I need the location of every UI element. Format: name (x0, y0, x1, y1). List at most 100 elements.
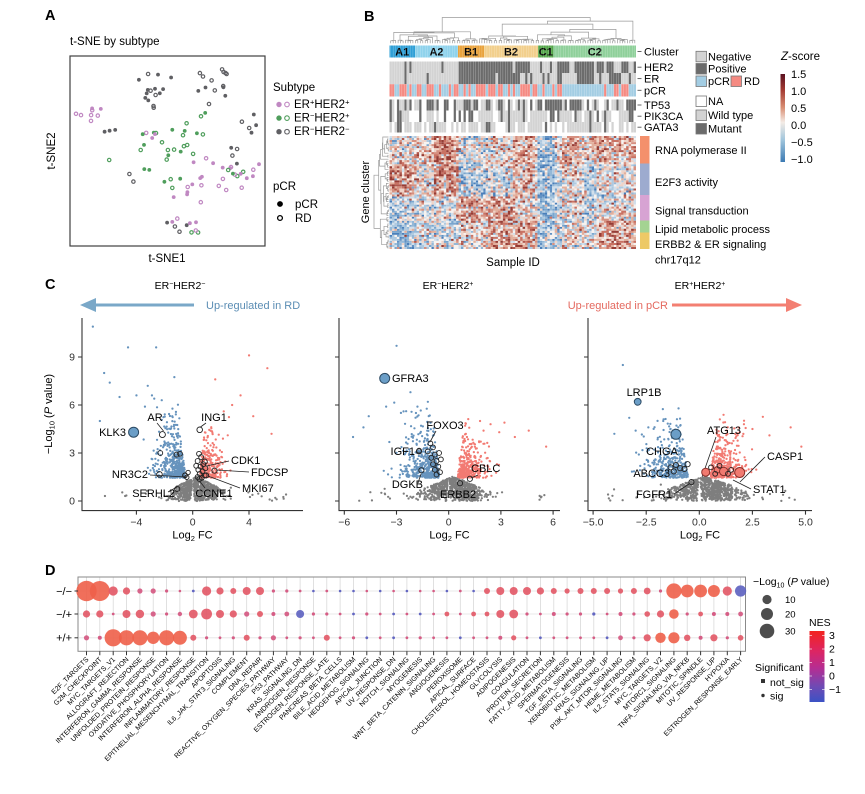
svg-text:Up-regulated in pCR: Up-regulated in pCR (568, 300, 668, 312)
svg-text:−4: −4 (130, 517, 142, 529)
svg-text:Signal transduction: Signal transduction (655, 206, 749, 218)
svg-text:6: 6 (69, 400, 75, 412)
svg-text:sig: sig (770, 691, 784, 703)
svg-text:KLK3: KLK3 (99, 427, 126, 439)
svg-text:Z-score: Z-score (780, 51, 820, 63)
svg-text:ER+HER2+: ER+HER2+ (294, 98, 350, 112)
svg-text:6: 6 (550, 517, 556, 529)
svg-text:Subtype: Subtype (273, 82, 315, 94)
svg-text:CCNE1: CCNE1 (195, 488, 232, 500)
svg-text:Up-regulated in RD: Up-regulated in RD (206, 300, 300, 312)
svg-text:9: 9 (69, 352, 75, 364)
svg-text:SERHL2: SERHL2 (132, 488, 175, 500)
svg-text:t-SNE2: t-SNE2 (46, 132, 58, 169)
svg-text:0: 0 (446, 517, 452, 529)
svg-text:ING1: ING1 (201, 412, 227, 424)
svg-text:FDCSP: FDCSP (251, 467, 288, 479)
svg-text:ER+HER2+: ER+HER2+ (675, 280, 726, 292)
svg-text:−0.5: −0.5 (791, 137, 813, 149)
svg-text:t-SNE1: t-SNE1 (148, 253, 185, 265)
svg-text:chr17q12: chr17q12 (655, 255, 701, 267)
svg-text:pCR: pCR (273, 181, 296, 193)
svg-text:−/−: −/− (56, 586, 72, 598)
svg-text:B1: B1 (464, 47, 478, 59)
svg-text:GATA3: GATA3 (644, 122, 678, 134)
svg-text:B2: B2 (504, 47, 518, 59)
svg-text:5.0: 5.0 (798, 517, 813, 529)
svg-text:2.5: 2.5 (745, 517, 760, 529)
svg-text:0.0: 0.0 (791, 120, 806, 132)
svg-text:C: C (45, 277, 56, 293)
svg-text:CBLC: CBLC (471, 463, 500, 475)
svg-text:pCR: pCR (644, 85, 666, 97)
svg-text:STAT1: STAT1 (753, 484, 786, 496)
svg-text:FGFR1: FGFR1 (636, 489, 672, 501)
svg-text:Significant: Significant (755, 662, 804, 674)
svg-text:Positive: Positive (708, 64, 747, 76)
svg-text:MKI67: MKI67 (242, 483, 274, 495)
svg-text:4: 4 (246, 517, 252, 529)
svg-text:ERBB2: ERBB2 (440, 489, 476, 501)
svg-text:Log2 FC: Log2 FC (680, 530, 720, 544)
svg-text:IGF1: IGF1 (391, 446, 415, 458)
svg-text:ER−HER2−: ER−HER2− (294, 125, 350, 139)
svg-text:ABCC3: ABCC3 (633, 468, 670, 480)
svg-text:ATG13: ATG13 (707, 425, 741, 437)
svg-text:RD: RD (295, 213, 312, 225)
svg-text:+/+: +/+ (56, 633, 72, 645)
svg-text:A1: A1 (395, 47, 409, 59)
svg-text:Negative: Negative (708, 51, 751, 63)
svg-text:FOXO3: FOXO3 (426, 420, 463, 432)
svg-text:D: D (45, 563, 55, 579)
svg-text:ER−HER2+: ER−HER2+ (294, 111, 350, 125)
svg-text:0.0: 0.0 (692, 517, 707, 529)
svg-text:−1.0: −1.0 (791, 154, 813, 166)
svg-text:t-SNE by subtype: t-SNE by subtype (70, 36, 159, 48)
svg-text:DGKB: DGKB (392, 479, 423, 491)
svg-text:−Log10 (P value): −Log10 (P value) (43, 374, 57, 454)
svg-text:CHGA: CHGA (646, 446, 678, 458)
svg-text:A: A (45, 8, 56, 24)
svg-text:30: 30 (785, 627, 796, 638)
svg-text:Wild type: Wild type (708, 110, 753, 122)
svg-text:PIK3CA: PIK3CA (644, 111, 684, 123)
svg-text:NR3C2: NR3C2 (112, 469, 148, 481)
svg-text:C2: C2 (588, 47, 602, 59)
svg-text:E2F3 activity: E2F3 activity (655, 177, 718, 189)
svg-text:−1: −1 (829, 684, 841, 696)
svg-text:CDK1: CDK1 (231, 455, 260, 467)
svg-text:ER: ER (644, 74, 659, 86)
svg-text:TP53: TP53 (644, 100, 670, 112)
svg-text:20: 20 (785, 610, 796, 621)
svg-text:Gene cluster: Gene cluster (360, 160, 372, 223)
svg-text:Mutant: Mutant (708, 124, 742, 136)
svg-text:AR: AR (147, 412, 162, 424)
svg-text:ER−HER2+: ER−HER2+ (423, 280, 474, 292)
svg-text:ERBB2 & ER signaling: ERBB2 & ER signaling (655, 239, 766, 251)
svg-text:RNA polymerase II: RNA polymerase II (655, 145, 747, 157)
svg-text:3: 3 (498, 517, 504, 529)
svg-text:1: 1 (829, 657, 835, 669)
svg-text:LRP1B: LRP1B (627, 387, 662, 399)
svg-text:Lipid metabolic process: Lipid metabolic process (655, 224, 770, 236)
svg-text:HER2: HER2 (644, 62, 673, 74)
svg-text:1.0: 1.0 (791, 86, 806, 98)
svg-text:3: 3 (69, 448, 75, 460)
svg-text:ER−HER2−: ER−HER2− (155, 280, 206, 292)
svg-text:−/+: −/+ (56, 609, 72, 621)
svg-text:Log2 FC: Log2 FC (172, 530, 212, 544)
svg-text:0: 0 (69, 496, 75, 508)
svg-text:Log2 FC: Log2 FC (429, 530, 469, 544)
svg-text:−2.5: −2.5 (636, 517, 657, 529)
svg-text:pCR: pCR (708, 76, 730, 88)
svg-text:NA: NA (708, 96, 724, 108)
svg-text:A2: A2 (429, 47, 443, 59)
svg-text:2: 2 (829, 644, 835, 656)
svg-text:0: 0 (190, 517, 196, 529)
svg-text:NES: NES (809, 617, 831, 629)
svg-text:B: B (364, 9, 374, 25)
svg-text:not_sig: not_sig (770, 677, 804, 689)
svg-text:RD: RD (744, 76, 760, 88)
svg-text:−3: −3 (391, 517, 403, 529)
svg-text:Sample ID: Sample ID (486, 257, 540, 269)
